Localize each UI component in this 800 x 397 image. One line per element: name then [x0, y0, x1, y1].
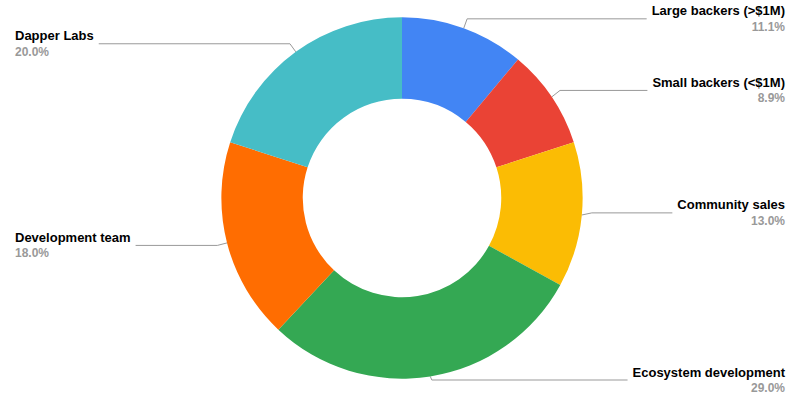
svg-text:Large backers (>$1M): Large backers (>$1M) [652, 3, 785, 18]
svg-text:Small backers (<$1M): Small backers (<$1M) [652, 75, 785, 90]
svg-text:11.1%: 11.1% [752, 20, 786, 34]
svg-text:Dapper Labs: Dapper Labs [15, 28, 94, 43]
svg-text:Development team: Development team [15, 230, 131, 245]
svg-text:Ecosystem development: Ecosystem development [633, 365, 786, 380]
svg-text:8.9%: 8.9% [758, 91, 786, 105]
svg-text:18.0%: 18.0% [15, 246, 49, 260]
svg-text:29.0%: 29.0% [751, 381, 785, 395]
svg-text:Community sales: Community sales [677, 197, 785, 212]
svg-text:13.0%: 13.0% [751, 214, 785, 228]
svg-text:20.0%: 20.0% [15, 45, 49, 59]
